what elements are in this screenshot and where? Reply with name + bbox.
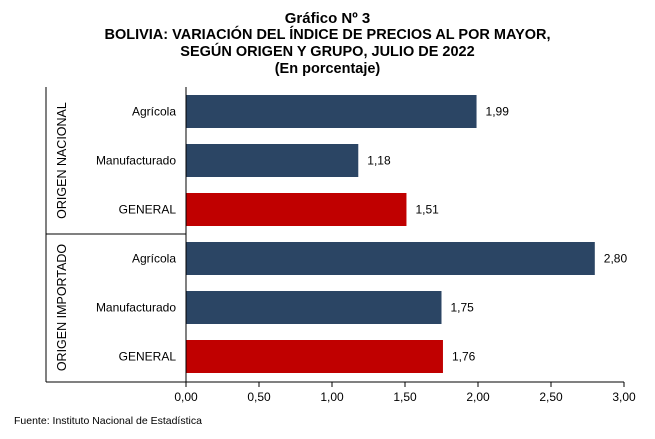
bar-chart: ORIGEN NACIONAL Agrícola 1,99 Manufacturado…	[45, 87, 636, 404]
chart-title-line2: SEGÚN ORIGEN Y GRUPO, JULIO DE 2022	[180, 44, 475, 60]
x-tick-label: 2,00	[466, 390, 490, 404]
bar	[186, 193, 407, 226]
x-tick-label: 1,00	[320, 390, 344, 404]
category-label: Manufacturado	[96, 154, 176, 168]
data-label: 1,75	[451, 301, 475, 315]
source-note: Fuente: Instituto Nacional de Estadístic…	[14, 415, 202, 427]
group-label: ORIGEN IMPORTADO	[55, 244, 69, 372]
chart-title: BOLIVIA: VARIACIÓN DEL ÍNDICE DE PRECIOS…	[104, 27, 551, 43]
bar	[186, 291, 442, 324]
x-tick-label: 0,00	[174, 390, 198, 404]
data-label: 1,51	[415, 203, 439, 217]
bar	[186, 144, 359, 177]
data-label: 2,80	[604, 252, 628, 266]
x-tick-label: 3,00	[612, 390, 636, 404]
data-label: 1,76	[452, 350, 476, 364]
category-label: Agrícola	[132, 105, 176, 119]
bar	[186, 242, 595, 275]
x-tick-label: 0,50	[247, 390, 271, 404]
group-label: ORIGEN NACIONAL	[55, 102, 69, 219]
bar	[186, 340, 443, 373]
chart-titles: Gráfico Nº 3 BOLIVIA: VARIACIÓN DEL ÍNDI…	[0, 10, 655, 78]
category-label: GENERAL	[119, 350, 177, 364]
x-tick-label: 2,50	[539, 390, 563, 404]
data-label: 1,99	[486, 105, 510, 119]
category-label: GENERAL	[119, 203, 177, 217]
x-tick-label: 1,50	[393, 390, 417, 404]
category-label: Manufacturado	[96, 301, 176, 315]
data-label: 1,18	[367, 154, 391, 168]
chart-subtitle: (En porcentaje)	[274, 61, 381, 77]
category-label: Agrícola	[132, 252, 176, 266]
chart-number-title: Gráfico Nº 3	[284, 10, 371, 27]
bar	[186, 95, 477, 128]
